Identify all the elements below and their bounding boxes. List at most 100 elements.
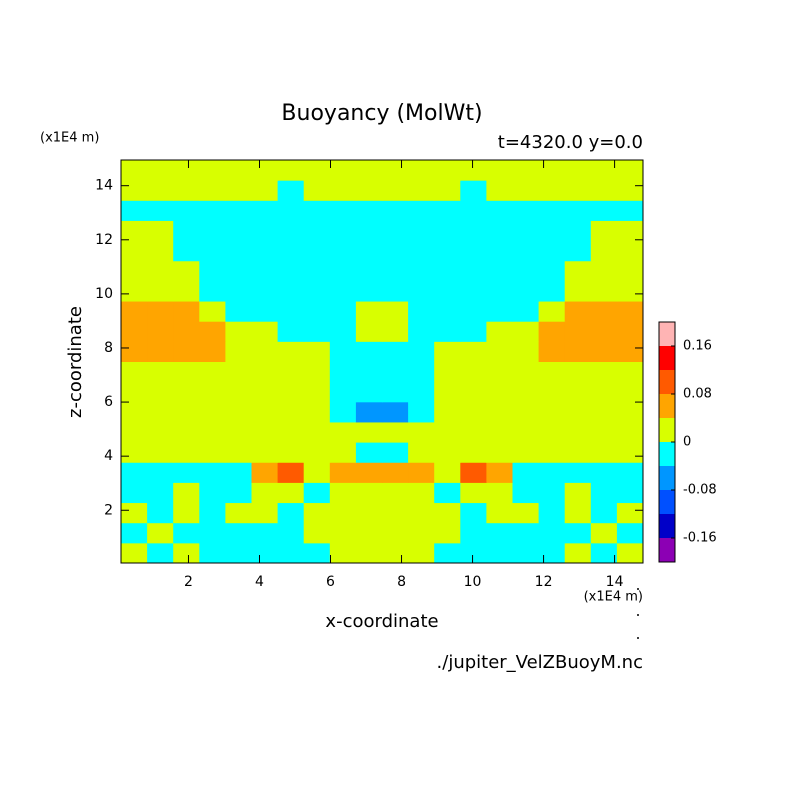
contour-cell: [408, 220, 435, 242]
contour-cell: [329, 180, 357, 201]
contour-cell: [590, 502, 618, 524]
colorbar-segment: [659, 490, 675, 514]
contour-cell: [251, 240, 279, 262]
contour-cell: [408, 240, 435, 262]
contour-cell: [564, 321, 592, 342]
contour-cell: [434, 401, 461, 423]
contour-cell: [173, 502, 200, 524]
contour-cell: [564, 462, 592, 483]
contour-cell: [251, 220, 279, 242]
contour-cell: [329, 260, 357, 282]
contour-cell: [564, 160, 592, 181]
contour-cell: [460, 442, 487, 463]
contour-cell: [538, 502, 566, 524]
contour-cell: [121, 522, 148, 544]
contour-cell: [460, 321, 487, 342]
contour-cell: [538, 542, 566, 564]
contour-cell: [199, 442, 226, 463]
contour-cell: [590, 442, 618, 463]
colorbar-tick-label: 0.08: [683, 387, 712, 402]
contour-cell: [564, 361, 592, 383]
contour-cell: [225, 462, 252, 483]
contour-cell: [408, 401, 435, 423]
contour-cell: [382, 482, 409, 504]
contour-cell: [277, 401, 305, 423]
contour-cell: [303, 200, 331, 221]
x-tick-label: 10: [464, 574, 482, 590]
contour-cell: [538, 482, 566, 504]
contour-cell: [434, 301, 461, 322]
contour-cell: [121, 160, 148, 181]
contour-cell: [355, 381, 383, 403]
contour-cell: [434, 462, 461, 483]
contour-cell: [616, 482, 644, 504]
contour-cell: [121, 280, 148, 302]
contour-cell: [251, 522, 279, 544]
contour-cell: [460, 522, 487, 544]
contour-cell: [329, 482, 357, 504]
contour-cell: [303, 442, 331, 463]
contour-cell: [303, 240, 331, 262]
contour-cell: [251, 280, 279, 302]
contour-cell: [277, 462, 305, 483]
colorbar-segment: [659, 466, 675, 490]
contour-cell: [355, 462, 383, 483]
contour-cell: [147, 301, 174, 322]
contour-cell: [460, 502, 487, 524]
colorbar-segment: [659, 442, 675, 466]
contour-cell: [538, 361, 566, 383]
contour-cell: [277, 442, 305, 463]
contour-cell: [486, 522, 513, 544]
x-axis-label: x-coordinate: [325, 611, 438, 632]
contour-cell: [616, 301, 644, 322]
contour-cell: [590, 240, 618, 262]
chart-subtitle: t=4320.0 y=0.0: [498, 132, 643, 153]
contour-cell: [355, 220, 383, 242]
contour-cell: [512, 381, 540, 403]
contour-cell: [590, 522, 618, 544]
x-tick-label: 14: [606, 574, 624, 590]
contour-cell: [538, 260, 566, 282]
contour-cell: [355, 301, 383, 322]
contour-cell: [329, 341, 357, 362]
contour-cell: [225, 301, 252, 322]
contour-cell: [408, 522, 435, 544]
contour-cell: [121, 401, 148, 423]
contour-cell: [434, 260, 461, 282]
contour-cell: [199, 220, 226, 242]
contour-cell: [486, 180, 513, 201]
contour-cell: [590, 421, 618, 443]
contour-cell: [199, 160, 226, 181]
contour-cell: [147, 502, 174, 524]
contour-cell: [408, 381, 435, 403]
contour-cell: [225, 442, 252, 463]
contour-cell: [355, 160, 383, 181]
contour-cell: [303, 260, 331, 282]
contour-cell: [225, 522, 252, 544]
contour-cell: [303, 341, 331, 362]
contour-cell: [590, 462, 618, 483]
x-tick-label: 8: [397, 574, 406, 590]
contour-cell: [225, 341, 252, 362]
contour-cell: [147, 361, 174, 383]
contour-cell: [460, 542, 487, 564]
contour-cell: [382, 502, 409, 524]
contour-cell: [486, 542, 513, 564]
contour-cell: [512, 260, 540, 282]
contour-cell: [460, 361, 487, 383]
contour-cell: [329, 381, 357, 403]
contour-cell: [512, 522, 540, 544]
contour-cell: [434, 361, 461, 383]
contour-cell: [303, 462, 331, 483]
contour-cell: [408, 542, 435, 564]
colorbar-segment: [659, 346, 675, 370]
contour-cell: [564, 542, 592, 564]
contour-cell: [277, 361, 305, 383]
contour-cell: [512, 220, 540, 242]
contour-cell: [303, 160, 331, 181]
contour-cell: [590, 401, 618, 423]
contour-cell: [121, 240, 148, 262]
contour-cell: [460, 220, 487, 242]
x-tick-label: 2: [184, 574, 193, 590]
x-tick-label: 6: [326, 574, 335, 590]
